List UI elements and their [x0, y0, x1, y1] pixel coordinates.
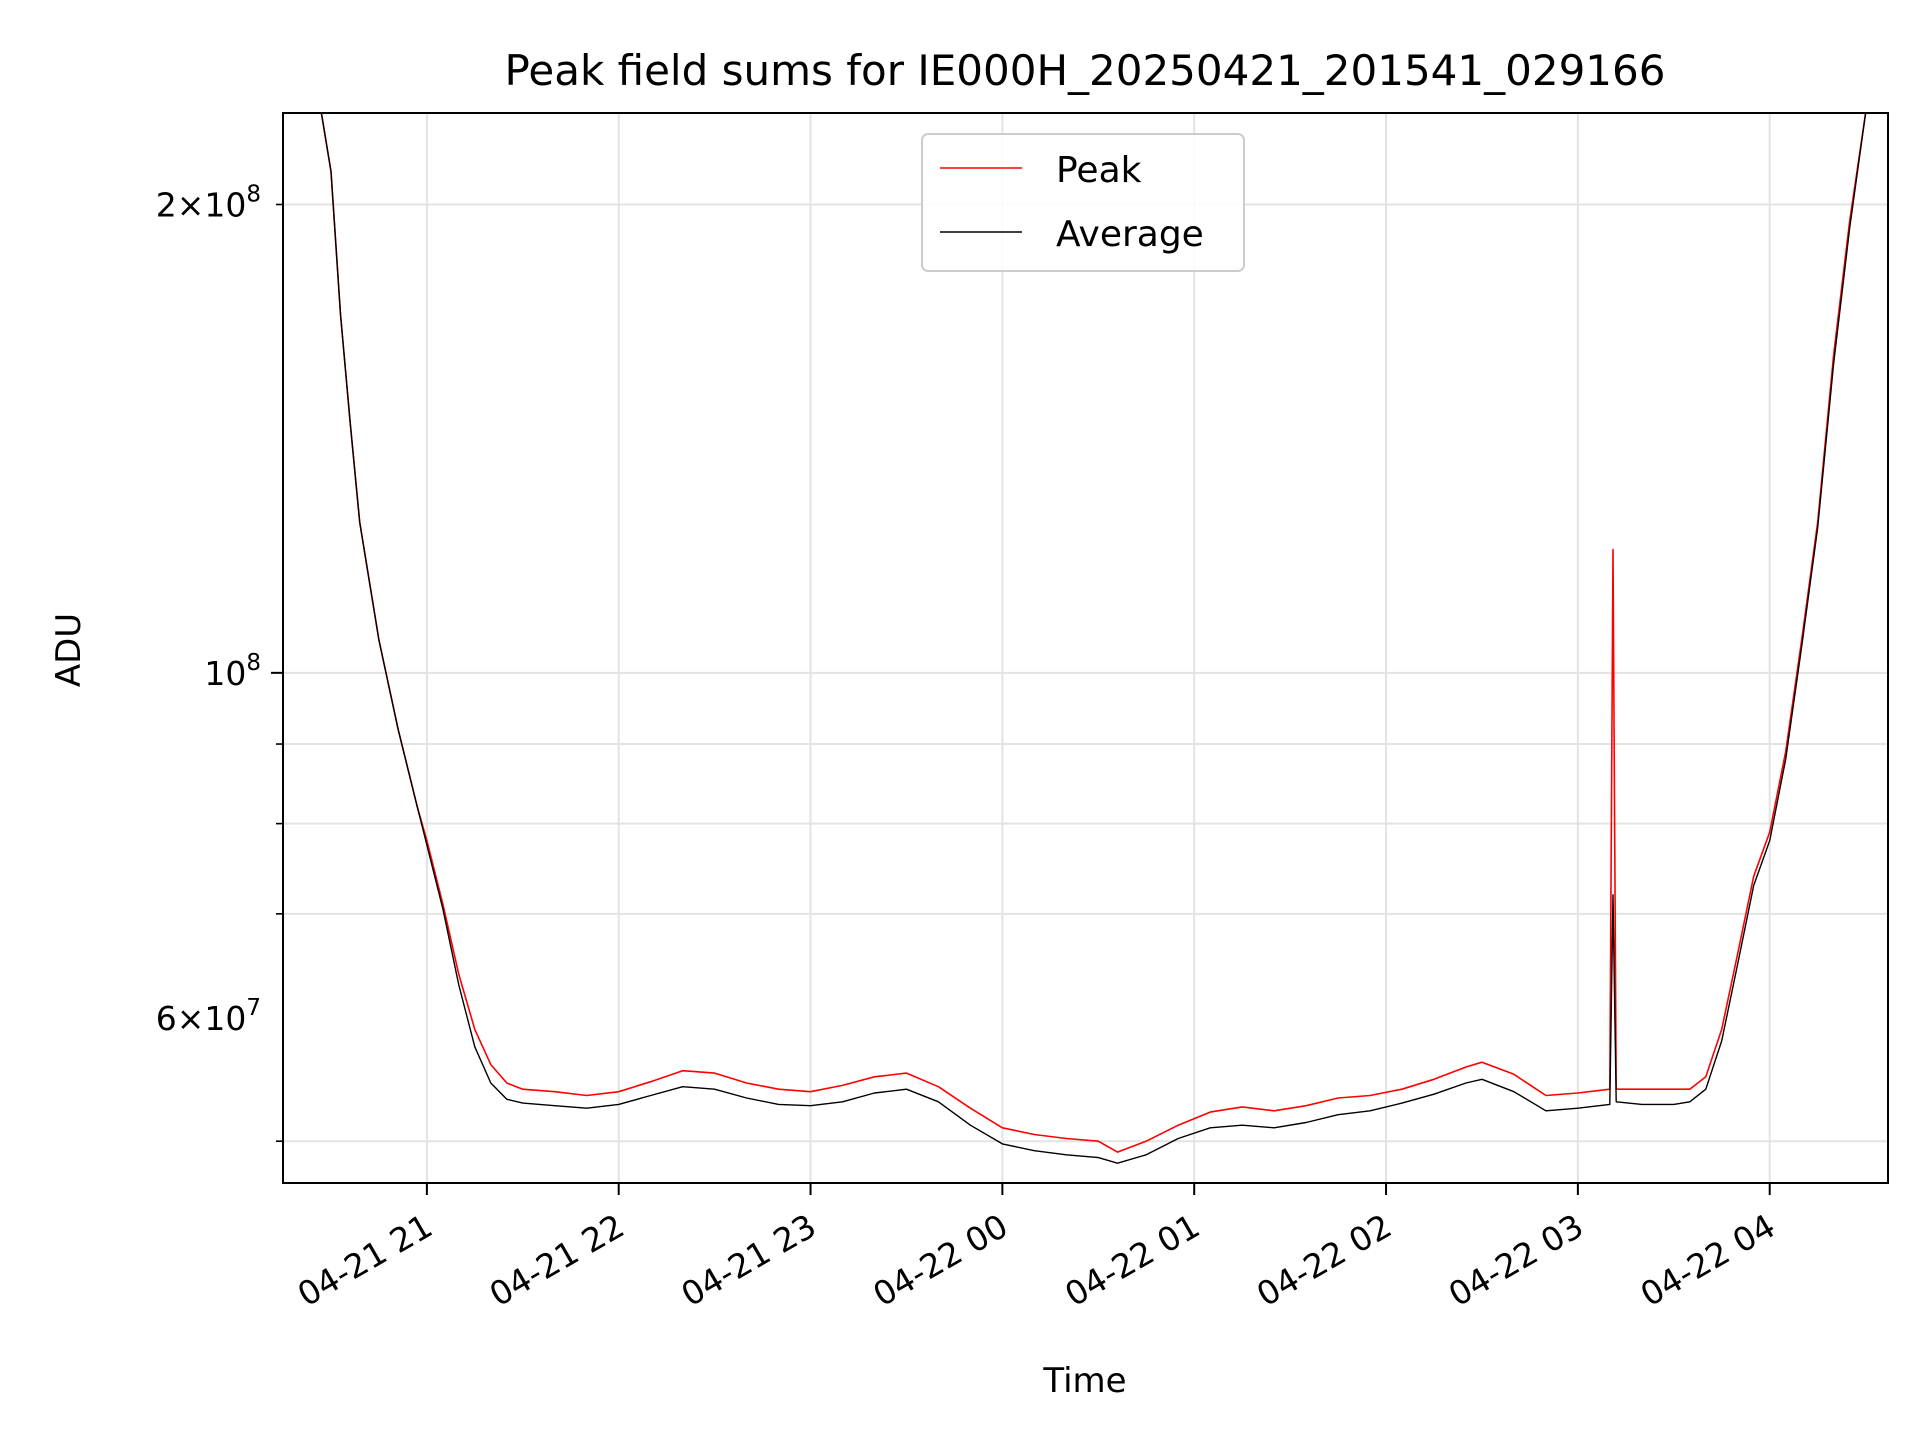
x-axis-label: Time [1042, 1361, 1126, 1401]
chart-title: Peak field sums for IE000H_20250421_2015… [505, 46, 1666, 95]
y-axis-ticks: 108 2×108 6×107 [156, 181, 283, 1142]
plot-lines [283, 113, 1888, 1164]
legend: Peak Average [921, 133, 1245, 272]
y-tick-label: 6×107 [156, 995, 261, 1038]
legend-label-peak: Peak [1056, 150, 1142, 191]
y-tick-label: 2×108 [156, 181, 261, 224]
series-line-peak [283, 113, 1888, 1153]
series-line-average [283, 113, 1888, 1164]
y-tick-label: 108 [204, 650, 261, 693]
y-axis-label: ADU [49, 613, 89, 687]
legend-label-average: Average [1056, 214, 1204, 255]
grid [283, 113, 1888, 1183]
axes-frame [282, 112, 1889, 1184]
